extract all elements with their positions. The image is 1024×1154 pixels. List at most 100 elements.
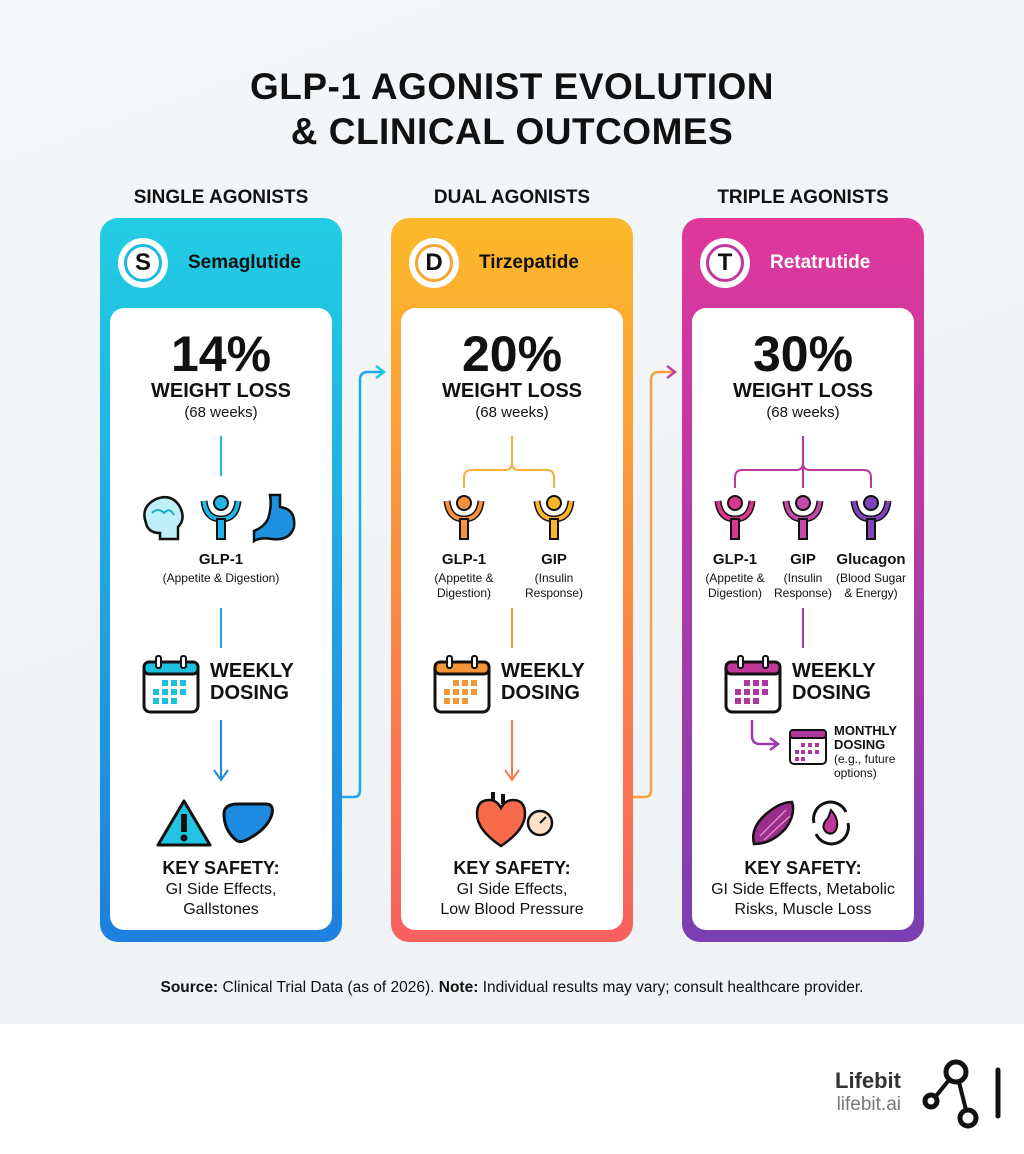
outcome-label: WEIGHT LOSS (733, 380, 873, 402)
card-tirzepatide: D Tirzepatide 20% WEIGHT LOSS (68 weeks)… (391, 218, 633, 942)
safety-line: GI Side Effects, (456, 881, 568, 898)
flow-lines (734, 436, 872, 751)
blood-pressure-gauge-icon (526, 809, 554, 837)
drug-badge: D (409, 238, 459, 288)
brain-icon (143, 496, 184, 541)
monthly-line: DOSING (834, 737, 886, 752)
dosing-line: DOSING (210, 682, 289, 704)
flow-lines (463, 436, 555, 782)
dosing-label: WEEKLY DOSING (210, 660, 294, 704)
receptor-name: GIP (541, 551, 567, 568)
category-dual: DUAL AGONISTS (433, 187, 591, 208)
dosing-line: WEEKLY (501, 660, 585, 682)
warning-icon (156, 799, 212, 847)
receptor-name: GLP-1 (712, 551, 758, 568)
drug-name: Retatrutide (770, 252, 871, 273)
safety-line: Risks, Muscle Loss (734, 901, 872, 918)
weight-loss-percent: 20% (461, 326, 563, 382)
monthly-line: (e.g., future (834, 752, 896, 766)
progression-arrow-1 (342, 365, 678, 799)
receptor-icon-glucagon (850, 495, 892, 540)
key-safety-label: KEY SAFETY: (453, 858, 571, 878)
outcome-label: WEIGHT LOSS (151, 380, 291, 402)
details-panel: 20% WEIGHT LOSS (68 weeks) GLP-1 (Appeti… (401, 308, 623, 930)
title-line-1: GLP-1 AGONIST EVOLUTION (249, 66, 775, 107)
desc-line: Response) (524, 586, 584, 600)
safety-line: GI Side Effects, Metabolic (711, 881, 895, 898)
badge-letter: T (706, 244, 744, 282)
heart-icon (475, 792, 527, 848)
receptor-name: GIP (790, 551, 816, 568)
stomach-icon (252, 493, 296, 544)
dosing-line: WEEKLY (210, 660, 294, 682)
details-panel: 14% WEIGHT LOSS (68 weeks) GLP-1 (Appeti… (110, 308, 332, 930)
receptor-name: Glucagon (836, 551, 906, 568)
receptor-name: GLP-1 (441, 551, 487, 568)
receptor-desc: (Appetite & Digestion) (424, 571, 504, 601)
desc-line: (Appetite & (434, 571, 494, 585)
dosing-label: WEEKLY DOSING (792, 660, 876, 704)
safety-text: GI Side Effects, Metabolic Risks, Muscle … (692, 880, 914, 920)
safety-line: Low Blood Pressure (440, 901, 584, 918)
calendar-icon (142, 655, 200, 714)
safety-line: Gallstones (183, 901, 259, 918)
liver-icon (222, 802, 274, 844)
receptor-icon (200, 495, 242, 540)
drug-badge: S (118, 238, 168, 288)
drug-badge: T (700, 238, 750, 288)
duration: (68 weeks) (766, 404, 840, 421)
brand-name: Lifebit (835, 1068, 901, 1093)
card-semaglutide: S Semaglutide 14% WEIGHT LOSS (68 weeks)… (100, 218, 342, 942)
flow-lines (213, 436, 229, 782)
desc-line: (Insulin (783, 571, 823, 585)
category-single: SINGLE AGONISTS (133, 187, 309, 208)
drug-name: Tirzepatide (479, 252, 579, 273)
desc-line: Digestion) (707, 586, 763, 600)
receptor-icon-gip (533, 495, 575, 540)
key-safety-label: KEY SAFETY: (744, 858, 862, 878)
badge-letter: D (415, 244, 453, 282)
duration: (68 weeks) (184, 404, 258, 421)
details-panel: 30% WEIGHT LOSS (68 weeks) GLP-1 (Appeti… (692, 308, 914, 930)
outcome-label: WEIGHT LOSS (442, 380, 582, 402)
duration: (68 weeks) (475, 404, 549, 421)
footer-note: Source: Clinical Trial Data (as of 2026)… (0, 979, 1024, 997)
receptor-icon-glp1 (714, 495, 756, 540)
source-label: Source: (160, 979, 219, 996)
desc-line: Digestion) (436, 586, 492, 600)
receptor-desc: (Appetite & Digestion) (695, 571, 775, 601)
brand-url: lifebit.ai (836, 1094, 901, 1115)
receptor-desc: (Insulin Response) (763, 571, 843, 601)
badge-letter: S (124, 244, 162, 282)
muscle-icon (752, 800, 795, 846)
title-line-2: & CLINICAL OUTCOMES (290, 111, 734, 152)
calendar-icon (433, 655, 491, 714)
receptor-icon-gip (782, 495, 824, 540)
monthly-line: options) (834, 766, 877, 780)
receptor-desc: (Appetite & Digestion) (162, 571, 280, 585)
dosing-line: DOSING (792, 682, 871, 704)
category-triple: TRIPLE AGONISTS (717, 187, 889, 208)
desc-line: (Insulin (534, 571, 574, 585)
calendar-icon (724, 655, 782, 714)
weight-loss-percent: 30% (752, 326, 854, 382)
monthly-dosing-label: MONTHLY DOSING (e.g., future options) (834, 723, 898, 781)
note-text: Individual results may vary; consult hea… (482, 979, 864, 996)
receptor-name: GLP-1 (198, 551, 244, 568)
dosing-label: WEEKLY DOSING (501, 660, 585, 704)
source-text: Clinical Trial Data (as of 2026). (222, 979, 435, 996)
receptor-desc: (Blood Sugar & Energy) (828, 571, 914, 601)
drug-name: Semaglutide (188, 252, 301, 273)
monthly-calendar-icon (789, 729, 827, 765)
dosing-line: WEEKLY (792, 660, 876, 682)
desc-line: (Blood Sugar (835, 571, 907, 585)
metabolism-icon (812, 800, 850, 846)
lifebit-logo-icon (922, 1059, 1001, 1129)
receptor-icon-glp1 (443, 495, 485, 540)
dosing-line: DOSING (501, 682, 580, 704)
note-label: Note: (438, 979, 479, 996)
desc-line: (Appetite & (705, 571, 765, 585)
monthly-line: MONTHLY (834, 723, 898, 738)
receptor-desc: (Insulin Response) (514, 571, 594, 601)
page-title: GLP-1 AGONIST EVOLUTION & CLINICAL OUTCOM… (0, 64, 1024, 154)
